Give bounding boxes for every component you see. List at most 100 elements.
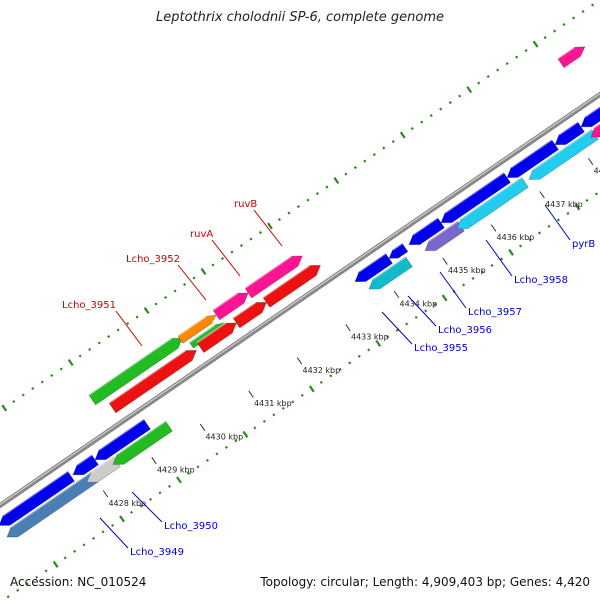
gc-inner-dot [73, 549, 77, 553]
rrna-ruva [232, 302, 267, 329]
gc-outer-dot [78, 354, 82, 358]
gc-outer-dot [173, 289, 177, 293]
gc-inner-dot [63, 556, 67, 560]
gc-outer-dot [333, 177, 340, 185]
scale-tick [248, 390, 254, 398]
accession-text: Accession: NC_010524 [10, 575, 147, 589]
gc-outer-dot [258, 231, 262, 235]
gc-inner-dot [196, 465, 200, 469]
cds-lcho-3950-shine [98, 418, 145, 451]
cds-lcho-3952-shine [188, 324, 216, 344]
gc-inner-dot [224, 445, 228, 449]
label-lcho-3950: Lcho_3950 [164, 521, 218, 532]
label-lcho-3952-leader [177, 264, 207, 301]
label-lcho-3952: Lcho_3952 [126, 254, 180, 265]
gc-inner-dot [308, 385, 315, 393]
gc-inner-dot [441, 294, 448, 302]
gc-inner-dot [129, 510, 134, 514]
gc-inner-dot [291, 400, 295, 404]
scale-tick [539, 191, 545, 199]
gc-inner-dot [139, 504, 143, 508]
gc-outer-dot [12, 399, 16, 404]
gc-outer-dot [543, 36, 547, 40]
gc-inner-dot [357, 354, 361, 358]
gc-inner-dot [547, 224, 551, 228]
scale-tick [296, 357, 303, 365]
gc-inner-dot [82, 543, 86, 547]
scale-ticks: 4428 kbp 4429 kbp 4430 kbp 4431 kbp 4432 kbp… [102, 157, 600, 508]
gc-outer-dot [505, 62, 509, 66]
gc-outer-dot [220, 257, 225, 261]
scale-tick-label: 4437 kbp [545, 200, 583, 209]
gc-outer-dot [135, 315, 139, 319]
gc-outer-dot [287, 211, 291, 215]
scale-tick-label: 4433 kbp [351, 333, 389, 342]
label-lcho-3958: Lcho_3958 [514, 275, 568, 286]
cds-lcho-3949a [0, 470, 75, 526]
cds-ruva-shine [212, 292, 238, 311]
gc-inner-dot [176, 476, 182, 484]
gc-inner-dot [234, 439, 238, 443]
gc-inner-dot [16, 588, 20, 592]
cds-pyrb-b [580, 106, 600, 128]
gc-outer-dot [239, 244, 244, 248]
gc-outer-dot [448, 101, 452, 105]
gc-outer-dot [391, 140, 395, 144]
gene-pseudo-shine [90, 455, 115, 474]
gc-inner-dot [25, 582, 29, 586]
gene-lcho-3955 [368, 256, 413, 290]
cds-lcho-3949b [72, 454, 99, 476]
gc-inner-dot [556, 218, 561, 222]
scale-tick-label: 4428 kbp [108, 499, 146, 508]
gc-inner-dot [262, 419, 266, 423]
rrna-lcho-3952 [196, 322, 237, 354]
label-ruvb-leader [253, 209, 283, 247]
rrna-ruvb [262, 265, 321, 308]
gc-inner-dot [329, 374, 333, 378]
cds-lcho-3958-shine [510, 138, 553, 169]
gc-outer-dot [249, 237, 253, 241]
gc-outer-dot [183, 282, 187, 287]
rna-lcho-3952 [177, 314, 217, 344]
gc-outer-dot [211, 263, 215, 267]
gc-inner-dot [44, 569, 48, 573]
cds-lcho-3957-shine [444, 171, 505, 214]
gene-lcho-3956 [424, 220, 465, 252]
label-lcho-3957-leader [439, 271, 467, 309]
label-ruva: ruvA [190, 229, 213, 240]
genome-summary-text: Topology: circular; Length: 4,909,403 bp… [260, 575, 590, 589]
gc-inner-dot [594, 192, 598, 196]
gc-inner-dot [528, 237, 532, 241]
gc-outer-dot [486, 75, 490, 79]
cds-lcho-3956 [408, 217, 445, 246]
gc-outer-dot [315, 192, 319, 196]
gc-inner-dot [253, 426, 257, 430]
gc-outer-dot [200, 268, 207, 276]
rrna-lcho-3951 [108, 349, 197, 414]
label-pyrb: pyrB [572, 239, 595, 250]
label-lcho-3951-leader [115, 310, 143, 347]
gc-outer-dot [116, 328, 120, 332]
gc-inner-dot [92, 536, 96, 540]
gc-inner-dot [348, 361, 352, 365]
scale-tick-label: 4431 kbp [254, 399, 292, 408]
rrna-ruva-shine [232, 301, 257, 319]
gc-outer-dot [399, 131, 406, 139]
gc-outer-dot [143, 307, 150, 315]
gc-inner-dot [375, 339, 382, 347]
gene-lcho-3949 [6, 471, 99, 538]
label-ruva-leader [211, 239, 241, 277]
gc-inner-dot [566, 211, 570, 215]
gene-lcho-3957 [456, 176, 529, 230]
rna-lcho-3952-shine [177, 315, 207, 337]
gc-outer-dot [107, 334, 111, 339]
gc-inner-dot [574, 203, 581, 211]
gc-inner-dot [481, 270, 485, 274]
gene-lcho-3957-shine [460, 176, 523, 220]
scale-tick-label: 4432 kbp [302, 366, 340, 375]
gc-inner-dot [433, 302, 437, 306]
gc-outer-dot [1, 404, 8, 412]
gc-outer-dot [59, 367, 63, 371]
gc-inner-dot [119, 515, 125, 523]
